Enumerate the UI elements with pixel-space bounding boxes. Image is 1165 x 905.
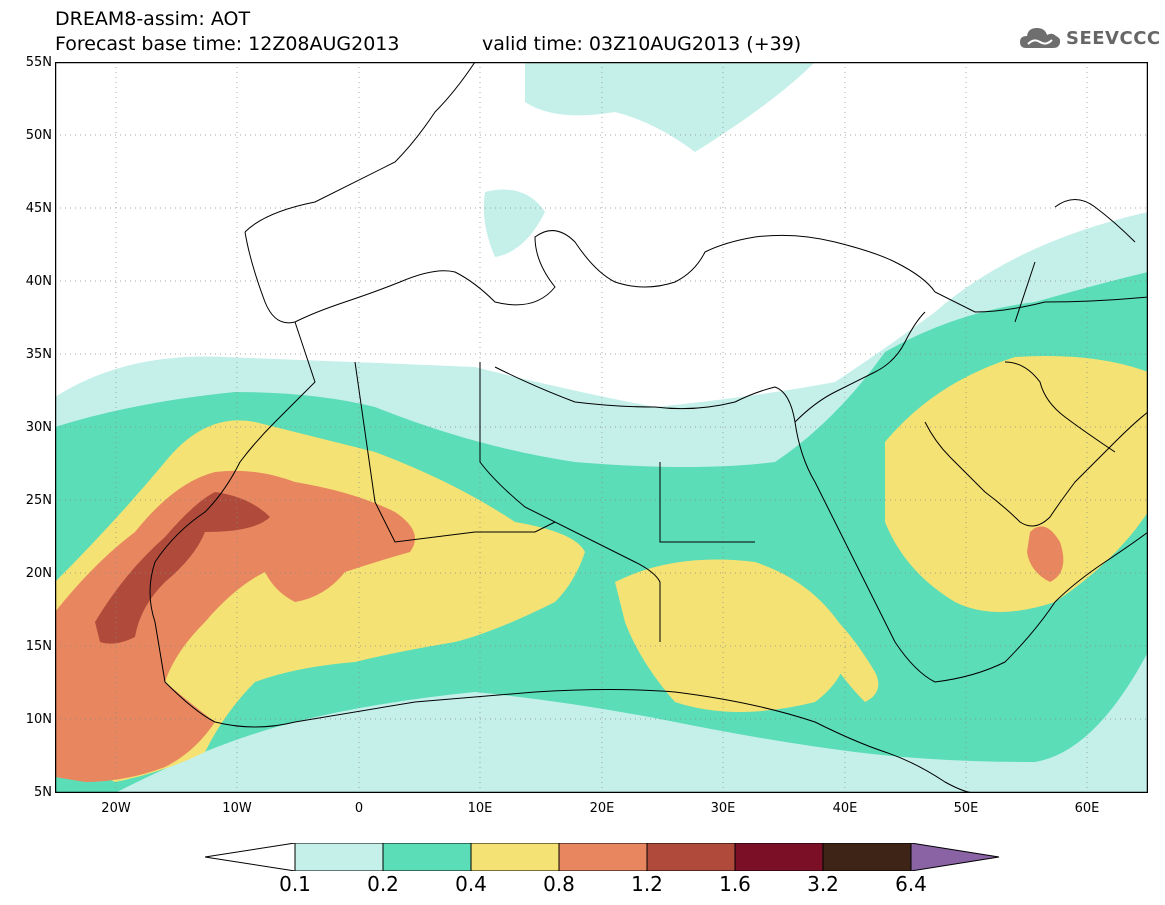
lat-label: 50N [25, 128, 52, 143]
lat-label: 40N [25, 274, 52, 289]
colorbar-label: 0.4 [455, 872, 487, 896]
lon-label: 0 [354, 801, 364, 816]
colorbar-label: 0.8 [543, 872, 575, 896]
colorbar-segment [470, 843, 560, 871]
lon-label: 60E [1074, 801, 1100, 816]
lat-label: 15N [25, 639, 52, 654]
colorbar-label: 6.4 [895, 872, 927, 896]
lon-label: 50E [953, 801, 979, 816]
aot-band-0.8 [55, 470, 1064, 782]
graticule [55, 62, 1148, 793]
lat-label: 35N [25, 347, 52, 362]
lon-label: 20E [589, 801, 615, 816]
cloud-icon [1020, 28, 1061, 48]
logo-text: SEEVCCC [1066, 27, 1161, 49]
lon-label: 30E [710, 801, 736, 816]
colorbar-segment-lowest [205, 843, 296, 871]
lat-label: 5N [34, 785, 52, 800]
aot-map [55, 62, 1148, 793]
colorbar-segment [558, 843, 648, 871]
lat-label: 45N [25, 201, 52, 216]
colorbar-label: 1.6 [719, 872, 751, 896]
colorbar-segment-highest [910, 843, 1000, 871]
colorbar-label: 1.2 [631, 872, 663, 896]
colorbar-segment [294, 843, 384, 871]
lat-label: 25N [25, 493, 52, 508]
aot-band-1.2 [95, 492, 270, 644]
colorbar-label: 0.2 [367, 872, 399, 896]
colorbar-segment [734, 843, 824, 871]
lat-label: 10N [25, 712, 52, 727]
colorbar-label: 3.2 [807, 872, 839, 896]
colorbar-segment [822, 843, 912, 871]
chart-title: DREAM8-assim: AOT [55, 8, 251, 30]
colorbar-label: 0.1 [279, 872, 311, 896]
valid-time: valid time: 03Z10AUG2013 (+39) [482, 33, 802, 55]
forecast-base-time: Forecast base time: 12Z08AUG2013 [55, 33, 400, 55]
colorbar [205, 843, 1000, 871]
colorbar-segment [382, 843, 472, 871]
coastlines [149, 62, 1148, 793]
seevccc-logo: SEEVCCC [1018, 24, 1161, 52]
lat-label: 20N [25, 566, 52, 581]
colorbar-segment [646, 843, 736, 871]
lon-label: 20W [101, 801, 131, 816]
lon-label: 10W [222, 801, 252, 816]
lon-label: 40E [832, 801, 858, 816]
lat-label: 30N [25, 420, 52, 435]
lat-label: 55N [25, 55, 52, 70]
lon-label: 10E [467, 801, 493, 816]
